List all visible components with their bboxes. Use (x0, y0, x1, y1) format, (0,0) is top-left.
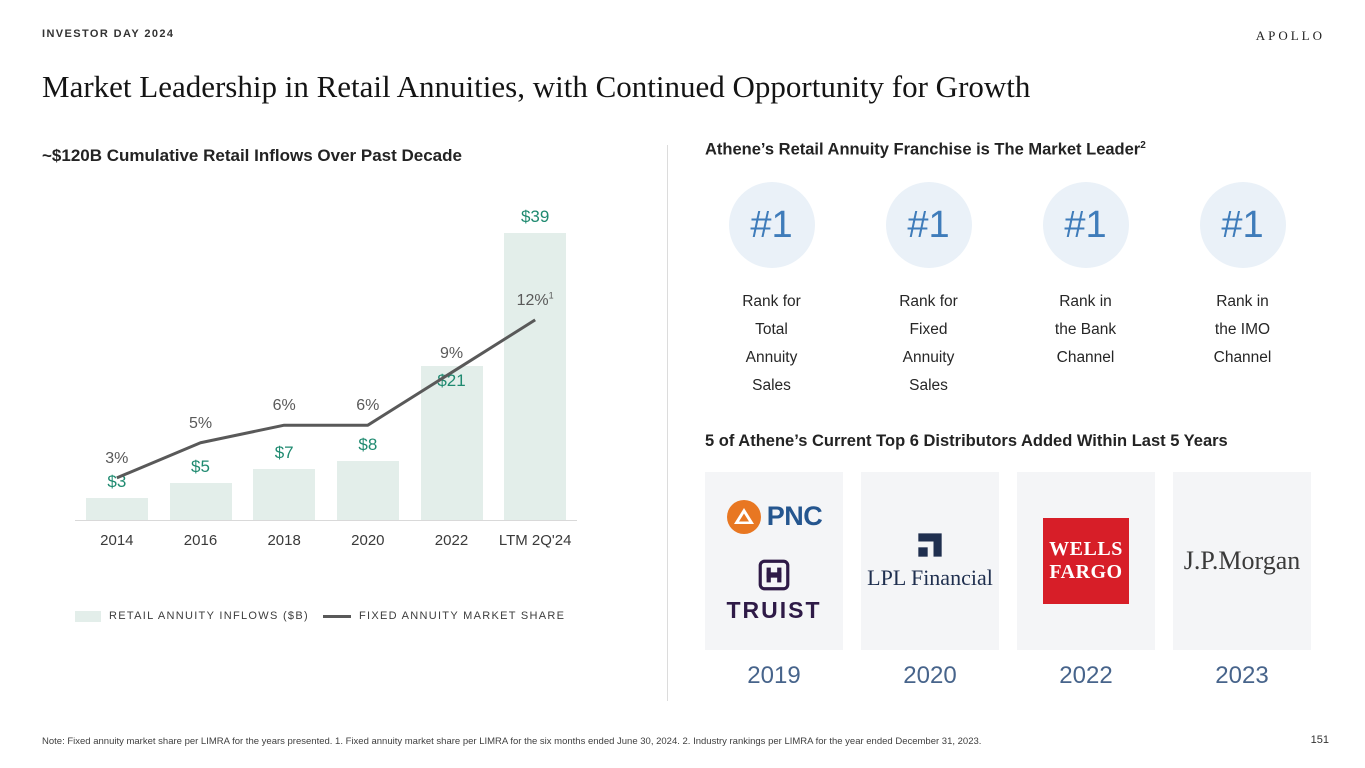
bar-LTM 2Q'24 (504, 233, 567, 520)
pnc-icon (726, 499, 761, 534)
badge-fixed-annuity: #1 Rank for Fixed Annuity Sales (850, 182, 1007, 400)
footnote-marker: 1 (548, 290, 554, 301)
x-axis-label: 2022 (434, 532, 469, 549)
distributor-tiles: PNC TRUIST 2019 (705, 472, 1311, 690)
badge-bank-channel: #1 Rank in the Bank Channel (1007, 182, 1164, 400)
x-axis-label: 2014 (100, 532, 134, 549)
chart-legend: RETAIL ANNUITY INFLOWS ($B) FIXED ANNUIT… (75, 610, 565, 622)
leader-heading-text: Athene’s Retail Annuity Franchise is The… (705, 140, 1141, 159)
bar-value-label: $7 (274, 442, 294, 462)
tile-wells-fargo: WELLS FARGO 2022 (1017, 472, 1155, 690)
market-share-label: 5% (188, 414, 213, 432)
vertical-divider (667, 145, 668, 701)
rank-label: Rank for Fixed Annuity Sales (899, 293, 958, 394)
tile-year: 2020 (903, 662, 957, 689)
bar-2014 (85, 497, 148, 520)
bar-series-label: RETAIL ANNUITY INFLOWS ($B) (109, 610, 309, 622)
badge-total-annuity: #1 Rank for Total Annuity Sales (693, 182, 850, 400)
bar-2018 (253, 468, 316, 520)
market-share-label: 12%1 (516, 290, 554, 309)
bar-2020 (336, 461, 399, 520)
lpl-logo: LPL Financial (867, 531, 993, 591)
footnote: Note: Fixed annuity market share per LIM… (42, 736, 982, 747)
bar-value-label: $8 (358, 435, 378, 455)
x-axis-label: 2016 (183, 532, 218, 549)
logo-tile: LPL Financial (861, 472, 999, 650)
wells-fargo-wordmark: WELLS FARGO (1049, 538, 1123, 583)
eyebrow-investor-day: INVESTOR DAY 2024 (42, 28, 175, 40)
market-share-line (116, 318, 536, 480)
tile-pnc-truist: PNC TRUIST 2019 (705, 472, 843, 690)
truist-wordmark: TRUIST (726, 596, 822, 623)
tile-lpl: LPL Financial 2020 (861, 472, 999, 690)
bar-series-swatch (75, 610, 101, 622)
truist-logo: TRUIST (726, 557, 821, 624)
market-share-label: 3% (105, 449, 129, 467)
badge-imo-channel: #1 Rank in the IMO Channel (1164, 182, 1321, 400)
bar-2016 (169, 483, 232, 520)
legend-item-bars: RETAIL ANNUITY INFLOWS ($B) (75, 610, 309, 622)
market-share-label: 9% (439, 344, 464, 362)
market-share-label: 6% (272, 397, 296, 415)
chart-title: ~$120B Cumulative Retail Inflows Over Pa… (42, 146, 462, 165)
tile-year: 2022 (1059, 662, 1113, 689)
leader-heading: Athene’s Retail Annuity Franchise is The… (705, 140, 1146, 160)
distributors-heading: 5 of Athene’s Current Top 6 Distributors… (705, 432, 1228, 450)
truist-icon (758, 559, 790, 590)
line-series-swatch (322, 614, 351, 618)
retail-inflows-plot: $3 $5 $7 $8 $21 $39 3% 5% 6% 6% 9% 12%1 2014 2016 2018… (75, 190, 577, 549)
legend-item-line: FIXED ANNUITY MARKET SHARE (322, 610, 566, 622)
leader-heading-superscript: 2 (1140, 140, 1146, 151)
x-axis-label: 2020 (351, 532, 385, 549)
x-axis-label: 2018 (267, 532, 301, 549)
x-axis-label: LTM 2Q'24 (498, 532, 572, 549)
logo-tile: WELLS FARGO (1017, 472, 1155, 650)
logo-tile: J.P.Morgan (1173, 472, 1311, 650)
tile-year: 2023 (1215, 662, 1269, 689)
page-title: Market Leadership in Retail Annuities, w… (42, 68, 1031, 104)
apollo-logo: APOLLO (1255, 28, 1325, 43)
lpl-wordmark: LPL Financial (867, 565, 993, 590)
market-share-label: 6% (356, 397, 380, 415)
logo-tile: PNC TRUIST (705, 472, 843, 650)
rank-label: Rank in the Bank Channel (1054, 293, 1117, 366)
pnc-wordmark: PNC (766, 501, 823, 531)
page-number: 151 (1310, 734, 1329, 746)
rank-badges: #1 Rank for Total Annuity Sales #1 Rank … (693, 182, 1321, 400)
bar-2022 (420, 365, 483, 520)
rank-circle: #1 (728, 182, 815, 268)
bar-value-label: $39 (520, 207, 550, 227)
rank-circle: #1 (1042, 182, 1129, 268)
line-series-label: FIXED ANNUITY MARKET SHARE (358, 610, 566, 622)
rank-label: Rank in the IMO Channel (1213, 293, 1272, 366)
pnc-logo: PNC (726, 499, 823, 535)
wells-fargo-logo: WELLS FARGO (1043, 518, 1129, 604)
jpmorgan-wordmark: J.P.Morgan (1183, 546, 1301, 575)
rank-label: Rank for Total Annuity Sales (742, 293, 801, 394)
tile-jpmorgan: J.P.Morgan 2023 (1173, 472, 1311, 690)
bar-value-label: $5 (191, 457, 210, 477)
rank-circle: #1 (1199, 182, 1286, 268)
tile-year: 2019 (747, 662, 801, 689)
rank-circle: #1 (885, 182, 972, 268)
lpl-icon (918, 533, 942, 557)
